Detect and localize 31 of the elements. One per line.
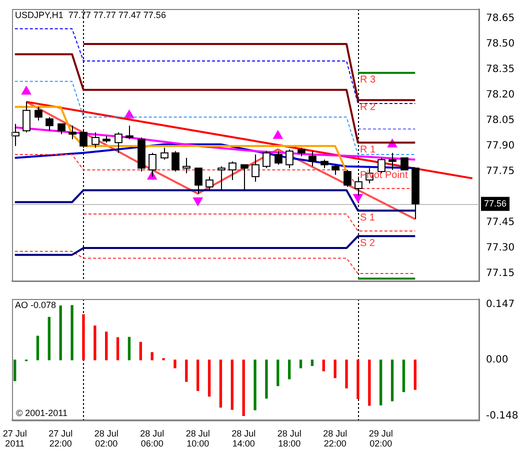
x-tick-label: 28 Jul 06:00: [140, 428, 164, 449]
annotation: S 2: [360, 238, 376, 249]
x-tick-label: 28 Jul 02:00: [94, 428, 118, 449]
y-tick-label: 77.75: [486, 166, 515, 178]
ref-line-label: 77.56: [484, 198, 507, 208]
y-tick-label: 77.90: [486, 140, 515, 152]
y-tick-label: 0.00: [486, 354, 508, 366]
y-tick-label: 78.50: [486, 38, 515, 50]
x-tick-label: 28 Jul 22:00: [323, 428, 348, 449]
y-tick-label: 77.30: [486, 242, 515, 254]
chart-title: USDJPY,H1 77.77 77.77 77.47 77.56: [15, 10, 166, 20]
y-tick-label: 77.15: [486, 268, 515, 280]
x-tick-label: 27 Jul 2011: [2, 428, 27, 449]
y-tick-label: -0.148: [486, 410, 518, 422]
y-tick-label: 0.147: [486, 298, 515, 310]
chart-title: AO -0.078: [15, 300, 56, 310]
x-tick-label: 28 Jul 10:00: [186, 428, 210, 449]
annotation: R 3: [360, 74, 376, 86]
x-tick-label: 27 Jul 22:00: [48, 428, 73, 449]
y-tick-label: 77.45: [486, 217, 515, 228]
y-tick-label: 78.35: [486, 64, 515, 76]
y-tick-label: 78.65: [486, 13, 515, 24]
x-tick-label: 29 Jul 02:00: [368, 428, 393, 449]
y-tick-label: 78.20: [486, 90, 515, 101]
x-tick-label: 28 Jul 14:00: [232, 428, 256, 449]
annotation: R 2: [360, 102, 376, 113]
x-tick-label: 28 Jul 18:00: [277, 428, 302, 449]
y-tick-label: 78.05: [486, 115, 515, 126]
annotation: © 2001-2011: [16, 408, 68, 418]
annotation: R 1: [360, 144, 376, 156]
annotation: S 1: [360, 212, 376, 224]
